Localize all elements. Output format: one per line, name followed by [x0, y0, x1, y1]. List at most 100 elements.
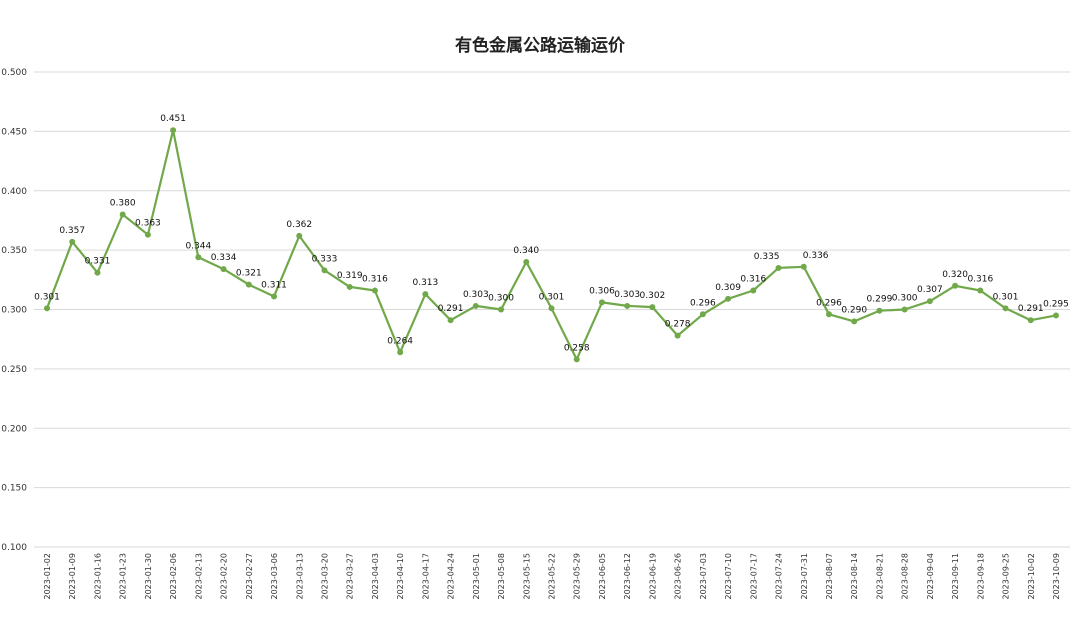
x-tick-label: 2023-01-02	[43, 553, 52, 600]
x-tick-label: 2023-06-05	[598, 553, 607, 600]
x-tick-label: 2023-01-09	[68, 553, 77, 600]
data-point	[851, 318, 858, 325]
x-tick-label: 2023-10-02	[1027, 553, 1036, 600]
x-tick-label: 2023-08-07	[825, 553, 834, 600]
data-point	[523, 259, 530, 265]
data-label: 0.301	[993, 292, 1019, 302]
x-tick-label: 2023-01-30	[144, 553, 153, 600]
x-tick-label: 2023-09-11	[951, 553, 960, 600]
data-point	[598, 299, 605, 306]
data-point	[548, 305, 555, 312]
data-label: 0.258	[564, 343, 590, 353]
data-point	[119, 211, 126, 218]
data-label: 0.316	[740, 275, 766, 285]
data-label: 0.331	[85, 257, 111, 267]
data-label: 0.344	[185, 241, 211, 251]
data-label: 0.316	[967, 275, 993, 285]
x-tick-label: 2023-09-04	[926, 553, 935, 600]
data-point	[397, 349, 404, 356]
x-tick-label: 2023-06-26	[674, 553, 683, 600]
x-tick-label: 2023-04-24	[447, 553, 456, 600]
y-tick-label: 0.100	[1, 543, 27, 553]
x-tick-label: 2023-01-16	[93, 553, 102, 600]
data-point	[1053, 312, 1059, 319]
data-point	[952, 282, 959, 289]
data-point	[800, 263, 807, 270]
data-point	[195, 254, 202, 261]
data-label: 0.319	[337, 271, 363, 281]
data-label: 0.303	[463, 290, 489, 300]
x-tick-label: 2023-02-13	[194, 553, 203, 600]
data-label: 0.306	[589, 286, 615, 296]
data-label: 0.296	[816, 298, 842, 308]
y-tick-label: 0.400	[1, 187, 27, 197]
data-point	[245, 281, 252, 288]
data-label: 0.380	[110, 199, 136, 209]
x-tick-label: 2023-04-10	[396, 553, 405, 600]
data-point	[69, 238, 76, 245]
data-label: 0.313	[412, 278, 438, 288]
data-label: 0.335	[754, 252, 780, 262]
x-tick-label: 2023-05-15	[522, 553, 531, 600]
data-point	[699, 311, 706, 318]
data-point	[346, 283, 353, 290]
x-tick-label: 2023-04-17	[421, 553, 430, 600]
x-tick-label: 2023-08-21	[875, 553, 884, 600]
data-label: 0.309	[715, 283, 741, 293]
x-tick-label: 2023-10-09	[1052, 553, 1061, 600]
x-tick-label: 2023-06-19	[648, 553, 657, 600]
data-label: 0.363	[135, 219, 161, 229]
data-label: 0.311	[261, 280, 287, 290]
data-point	[926, 298, 933, 305]
data-label: 0.291	[1018, 304, 1044, 314]
x-tick-label: 2023-07-24	[775, 553, 784, 600]
y-tick-label: 0.500	[1, 68, 27, 78]
data-label: 0.300	[488, 294, 514, 304]
x-tick-label: 2023-05-22	[548, 553, 557, 600]
data-point	[472, 302, 479, 309]
data-label: 0.334	[211, 253, 237, 263]
x-tick-label: 2023-03-20	[320, 553, 329, 600]
y-tick-label: 0.250	[1, 365, 27, 375]
data-label: 0.336	[803, 251, 829, 261]
data-point	[94, 269, 101, 276]
data-label: 0.290	[841, 305, 867, 315]
x-tick-label: 2023-01-23	[119, 553, 128, 600]
data-label: 0.316	[362, 275, 388, 285]
x-tick-label: 2023-05-01	[472, 553, 481, 600]
y-tick-label: 0.150	[1, 484, 27, 494]
data-point	[144, 231, 151, 238]
data-label: 0.299	[867, 295, 893, 305]
data-label: 0.333	[312, 254, 338, 264]
data-point	[271, 293, 278, 300]
data-point	[447, 317, 454, 324]
chart-title: 有色金属公路运输运价	[455, 35, 626, 56]
x-tick-label: 2023-06-12	[623, 553, 632, 600]
data-point	[825, 311, 832, 318]
data-point	[296, 232, 303, 239]
x-tick-label: 2023-07-10	[724, 553, 733, 600]
data-point	[649, 304, 656, 311]
x-tick-label: 2023-04-03	[371, 553, 380, 600]
data-label: 0.296	[690, 298, 716, 308]
data-point	[876, 307, 883, 314]
data-label: 0.278	[665, 320, 691, 330]
x-axis: 2023-01-02 2023-01-09 2023-01-16 2023-01-23…	[43, 553, 1061, 600]
data-points	[44, 127, 1059, 363]
x-tick-label: 2023-07-03	[699, 553, 708, 600]
data-label: 0.303	[614, 290, 640, 300]
data-point	[977, 287, 984, 294]
data-label: 0.320	[942, 270, 968, 280]
data-label: 0.301	[34, 292, 60, 302]
data-point	[1002, 305, 1009, 312]
data-point	[44, 305, 50, 312]
x-tick-label: 2023-02-27	[245, 553, 254, 600]
x-tick-label: 2023-09-25	[1002, 553, 1011, 600]
y-tick-label: 0.200	[1, 424, 27, 434]
data-point	[220, 266, 227, 273]
data-label: 0.264	[387, 336, 413, 346]
x-tick-label: 2023-08-28	[901, 553, 910, 600]
x-tick-label: 2023-02-20	[220, 553, 229, 600]
y-tick-label: 0.300	[1, 306, 27, 316]
